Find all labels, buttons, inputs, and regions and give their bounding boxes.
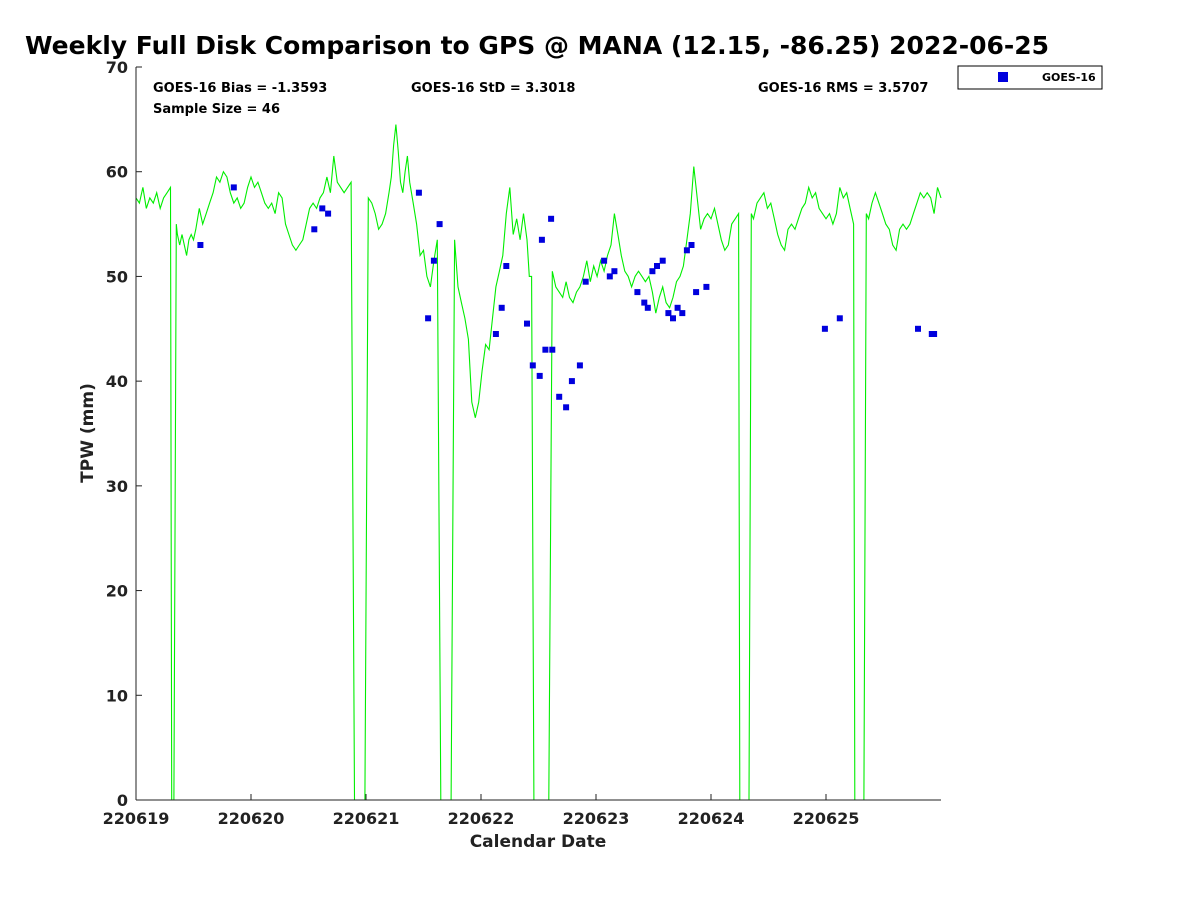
y-tick-label: 20 [106, 582, 128, 601]
goes16-point [524, 320, 530, 327]
goes16-point [563, 404, 570, 411]
rms-stat: GOES-16 RMS = 3.5707 [758, 81, 928, 96]
y-tick-label: 0 [117, 791, 128, 810]
goes16-point [601, 257, 608, 264]
goes16-point [498, 304, 505, 311]
goes16-point [319, 205, 326, 212]
goes16-point [529, 362, 536, 369]
legend-marker [998, 72, 1008, 82]
legend-box [957, 65, 1103, 90]
goes16-point [644, 304, 651, 311]
goes16-point [430, 257, 437, 264]
goes16-point [425, 315, 432, 322]
goes16-point [688, 242, 695, 248]
y-tick-label: 70 [106, 58, 128, 77]
goes16-point [915, 325, 921, 332]
y-tick-label: 60 [106, 163, 128, 182]
x-tick-label: 220621 [333, 809, 400, 828]
goes16-point [928, 331, 935, 337]
goes16-point [611, 268, 618, 275]
y-tick-label: 50 [106, 267, 128, 286]
goes16-point [549, 346, 556, 353]
goes16-point [674, 304, 681, 311]
legend: GOES-16 [957, 65, 1103, 90]
bias-stat: GOES-16 Bias = -1.3593 [153, 81, 327, 96]
goes16-point [683, 247, 690, 254]
goes16-point [821, 325, 828, 332]
goes16-point [665, 310, 672, 317]
goes16-point [556, 393, 563, 400]
goes16-point [230, 184, 237, 191]
goes16-point [641, 299, 648, 306]
goes16-point [634, 289, 641, 296]
goes16-point [436, 221, 443, 228]
x-tick-label: 220625 [793, 809, 860, 828]
goes16-point [542, 346, 549, 353]
x-tick-label: 220622 [448, 809, 515, 828]
goes16-point [606, 273, 613, 280]
x-axis-label: Calendar Date [470, 832, 607, 852]
x-tick-label: 220624 [678, 809, 745, 828]
x-tick-label: 220623 [563, 809, 630, 828]
goes16-point [649, 268, 656, 275]
goes16-point [679, 310, 686, 317]
goes16-point [659, 257, 666, 264]
goes16-point [670, 315, 676, 322]
goes16-point [538, 236, 545, 243]
plot-area: 0 10 20 30 40 50 60 70 220619 220620 220621 220622 2… [103, 58, 942, 828]
std-stat: GOES-16 StD = 3.3018 [411, 81, 575, 96]
goes16-point [197, 242, 204, 248]
goes16-point [693, 289, 700, 296]
legend-label: GOES-16 [1042, 71, 1096, 84]
series-line-gps [135, 124, 942, 801]
goes16-point [568, 378, 575, 385]
goes16-point [415, 189, 422, 196]
goes16-point [576, 362, 583, 369]
goes16-point [703, 283, 710, 290]
goes16-point [536, 372, 543, 379]
y-tick-label: 30 [106, 477, 128, 496]
goes16-point [325, 210, 332, 217]
y-tick-label: 40 [106, 372, 128, 391]
goes16-point [548, 215, 555, 222]
goes16-point [582, 278, 589, 285]
goes16-point [836, 315, 843, 322]
sample-size-stat: Sample Size = 46 [153, 102, 280, 117]
y-axis-label: TPW (mm) [78, 383, 98, 483]
y-tick-label: 10 [106, 686, 128, 705]
goes16-point [654, 263, 660, 269]
goes16-point [311, 226, 318, 233]
x-tick-label: 220620 [218, 809, 285, 828]
chart-title: Weekly Full Disk Comparison to GPS @ MAN… [25, 31, 1049, 60]
goes16-point [492, 331, 499, 337]
goes16-point [503, 263, 510, 269]
x-tick-label: 220619 [103, 809, 170, 828]
